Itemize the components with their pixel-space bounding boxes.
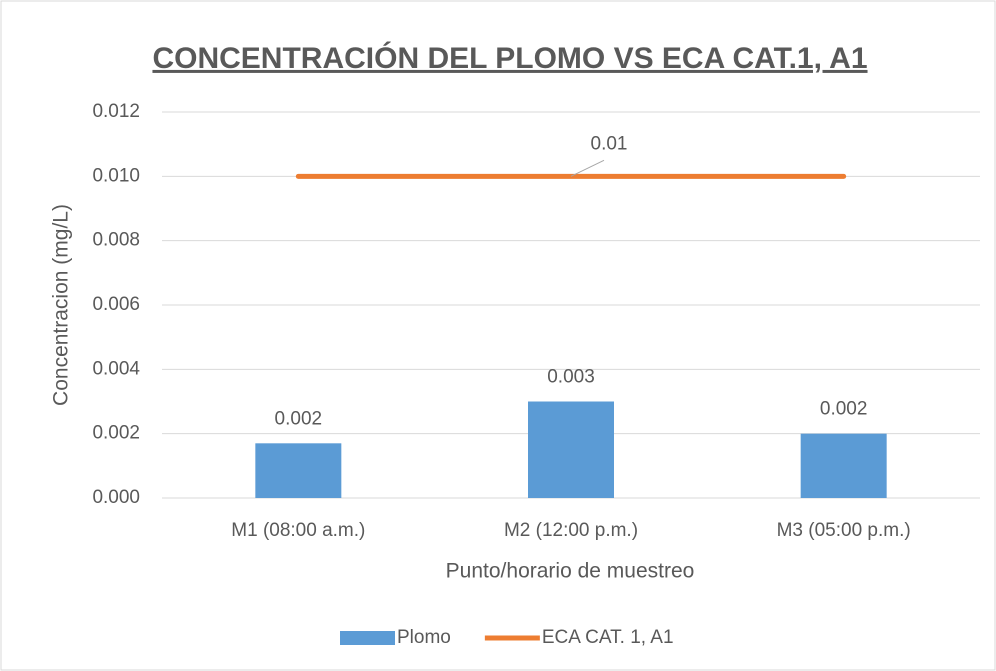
y-tick-label: 0.012 bbox=[92, 101, 140, 122]
x-axis-label: Punto/horario de muestreo bbox=[446, 560, 695, 583]
data-label: 0.002 bbox=[820, 399, 868, 420]
legend-label: ECA CAT. 1, A1 bbox=[542, 627, 674, 648]
x-tick-label: M1 (08:00 a.m.) bbox=[231, 520, 365, 541]
y-tick-label: 0.006 bbox=[92, 294, 140, 315]
legend-swatch bbox=[340, 631, 395, 645]
x-tick-label: M3 (05:00 p.m.) bbox=[777, 520, 911, 541]
leader-line bbox=[570, 159, 605, 177]
y-tick-label: 0.002 bbox=[92, 423, 140, 444]
legend-label: Plomo bbox=[397, 627, 451, 648]
chart-title: CONCENTRACIÓN DEL PLOMO VS ECA CAT.1, A1 bbox=[152, 41, 867, 75]
y-tick-label: 0.004 bbox=[92, 358, 140, 379]
y-tick-label: 0.000 bbox=[92, 487, 140, 508]
data-label: 0.01 bbox=[591, 133, 628, 154]
bar bbox=[800, 433, 887, 498]
data-label: 0.003 bbox=[547, 367, 595, 388]
y-tick-label: 0.008 bbox=[92, 230, 140, 251]
y-axis-label: Concentracion (mg/L) bbox=[50, 204, 73, 406]
x-tick-label: M2 (12:00 p.m.) bbox=[504, 520, 638, 541]
bar bbox=[528, 401, 614, 498]
data-label: 0.002 bbox=[275, 408, 323, 429]
bar bbox=[255, 443, 342, 498]
y-tick-label: 0.010 bbox=[92, 165, 140, 186]
